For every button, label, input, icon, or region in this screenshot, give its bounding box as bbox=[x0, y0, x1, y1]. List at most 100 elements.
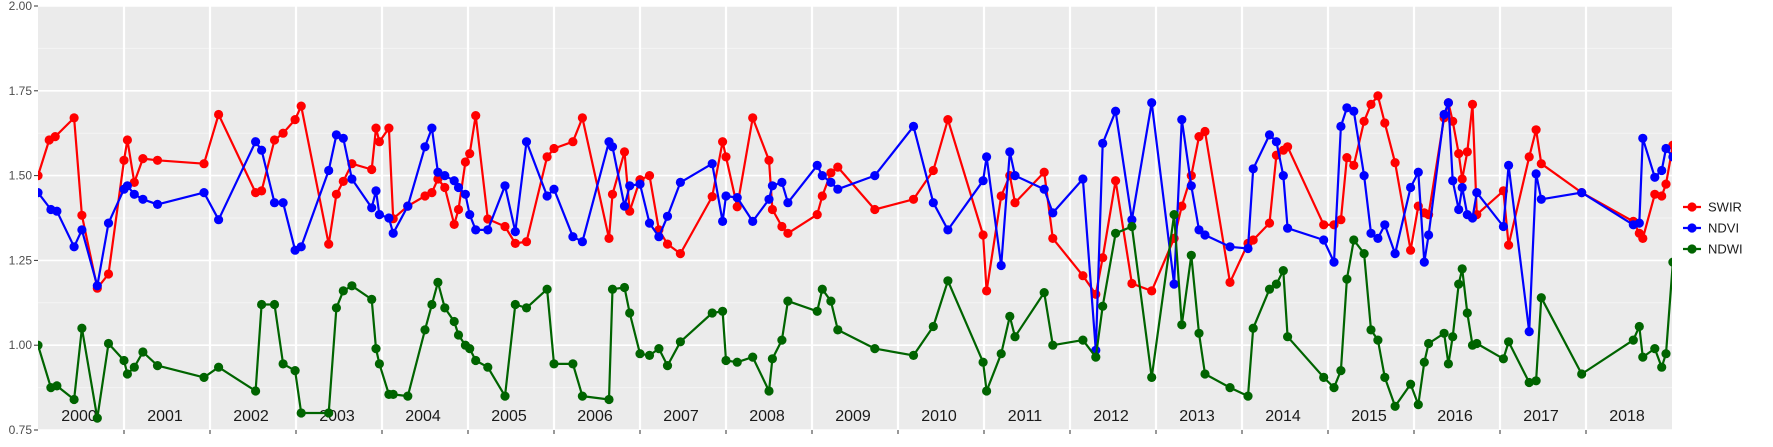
data-point-swir bbox=[471, 111, 481, 121]
year-label: 2014 bbox=[1265, 408, 1301, 425]
data-point-ndwi bbox=[521, 303, 532, 313]
data-point-ndwi bbox=[427, 299, 437, 310]
data-point-ndwi bbox=[1111, 228, 1121, 238]
y-tick-label: 0.75 bbox=[9, 423, 33, 437]
data-point-ndvi bbox=[644, 218, 655, 228]
data-point-ndwi bbox=[1413, 400, 1423, 410]
data-point-swir bbox=[764, 155, 774, 165]
data-point-ndwi bbox=[767, 354, 778, 364]
data-point-ndvi bbox=[367, 203, 377, 213]
data-point-ndvi bbox=[817, 171, 827, 181]
data-point-ndvi bbox=[257, 145, 267, 155]
legend-key-marker bbox=[1687, 244, 1697, 254]
data-point-ndvi bbox=[1531, 169, 1541, 179]
legend-label-ndwi: NDWI bbox=[1708, 242, 1743, 257]
data-point-swir bbox=[1711, 310, 1720, 319]
data-point-ndwi bbox=[1657, 362, 1667, 372]
data-point-ndwi bbox=[1531, 376, 1541, 386]
data-point-ndwi bbox=[978, 357, 988, 367]
data-point-swir bbox=[77, 210, 87, 220]
data-point-ndvi bbox=[1319, 235, 1329, 245]
data-point-ndvi bbox=[1366, 228, 1376, 238]
data-point-swir bbox=[826, 168, 836, 178]
data-point-ndvi bbox=[1634, 218, 1644, 228]
data-point-ndvi bbox=[908, 121, 919, 131]
data-point-ndwi bbox=[568, 359, 578, 369]
data-point-swir bbox=[427, 188, 437, 198]
data-point-ndvi bbox=[764, 194, 774, 204]
data-point-swir bbox=[1406, 245, 1416, 255]
data-point-swir bbox=[1264, 218, 1275, 228]
data-point-ndvi bbox=[707, 159, 717, 169]
data-point-ndwi bbox=[1349, 235, 1359, 245]
data-point-ndwi bbox=[1342, 274, 1352, 284]
y-tick-label: 1.25 bbox=[9, 253, 33, 267]
data-point-ndvi bbox=[1349, 106, 1359, 116]
data-point-ndvi bbox=[577, 237, 588, 247]
data-point-ndvi bbox=[1536, 194, 1546, 204]
year-label: 2017 bbox=[1523, 408, 1559, 425]
data-point-ndvi bbox=[129, 189, 139, 199]
data-point-ndwi bbox=[371, 344, 381, 354]
data-point-ndwi bbox=[1390, 401, 1400, 411]
data-point-ndwi bbox=[1457, 264, 1467, 274]
data-point-ndwi bbox=[152, 361, 163, 371]
data-point-ndvi bbox=[870, 171, 880, 181]
y-tick-label: 1.00 bbox=[9, 338, 33, 352]
data-point-ndwi bbox=[122, 369, 132, 379]
data-point-ndwi bbox=[577, 391, 588, 401]
data-point-ndvi bbox=[338, 133, 348, 143]
data-point-ndwi bbox=[1169, 210, 1179, 220]
year-label: 2001 bbox=[147, 408, 183, 425]
data-point-swir bbox=[1536, 159, 1546, 169]
year-label: 2008 bbox=[749, 408, 785, 425]
data-point-ndvi bbox=[420, 142, 430, 152]
data-point-ndvi bbox=[982, 152, 992, 162]
data-point-swir bbox=[119, 155, 129, 165]
data-point-ndwi bbox=[119, 355, 129, 366]
data-point-swir bbox=[50, 132, 60, 142]
data-point-ndvi bbox=[1186, 181, 1196, 191]
data-point-swir bbox=[1098, 253, 1108, 263]
year-label: 2013 bbox=[1179, 408, 1215, 425]
data-point-ndvi bbox=[1098, 138, 1108, 148]
data-point-swir bbox=[542, 152, 552, 162]
data-point-ndvi bbox=[453, 182, 464, 193]
data-point-ndwi bbox=[1186, 250, 1196, 260]
data-point-ndvi bbox=[1147, 98, 1157, 108]
data-point-ndvi bbox=[1111, 106, 1121, 116]
data-point-ndwi bbox=[1177, 320, 1187, 330]
legend-label-swir: SWIR bbox=[1708, 200, 1742, 215]
data-point-ndwi bbox=[644, 350, 655, 360]
data-point-ndwi bbox=[1200, 369, 1210, 379]
data-point-ndvi bbox=[1390, 249, 1400, 259]
data-point-ndwi bbox=[826, 296, 836, 306]
data-point-swir bbox=[1366, 99, 1376, 109]
year-label: 2018 bbox=[1609, 408, 1645, 425]
data-point-swir bbox=[767, 204, 778, 215]
data-point-ndvi bbox=[1406, 182, 1416, 193]
data-point-swir bbox=[1638, 233, 1648, 243]
data-point-ndvi bbox=[625, 181, 635, 191]
data-point-ndwi bbox=[635, 349, 645, 359]
data-point-swir bbox=[777, 221, 787, 232]
data-point-ndwi bbox=[465, 344, 475, 354]
data-point-ndvi bbox=[1329, 257, 1339, 267]
data-point-ndvi bbox=[568, 232, 578, 242]
data-point-swir bbox=[604, 233, 614, 243]
data-point-ndvi bbox=[38, 188, 43, 198]
data-point-ndwi bbox=[675, 337, 686, 347]
data-point-ndwi bbox=[1005, 311, 1015, 321]
data-point-ndwi bbox=[619, 282, 630, 293]
data-point-swir bbox=[465, 149, 475, 159]
data-point-swir bbox=[721, 152, 731, 162]
data-point-swir bbox=[290, 115, 300, 125]
data-point-ndvi bbox=[1439, 109, 1449, 120]
data-point-ndwi bbox=[764, 386, 774, 396]
data-point-swir bbox=[199, 159, 209, 169]
data-point-ndwi bbox=[1147, 372, 1157, 382]
data-point-ndwi bbox=[1424, 338, 1434, 349]
year-label: 2000 bbox=[61, 408, 97, 425]
data-point-ndwi bbox=[654, 344, 664, 354]
